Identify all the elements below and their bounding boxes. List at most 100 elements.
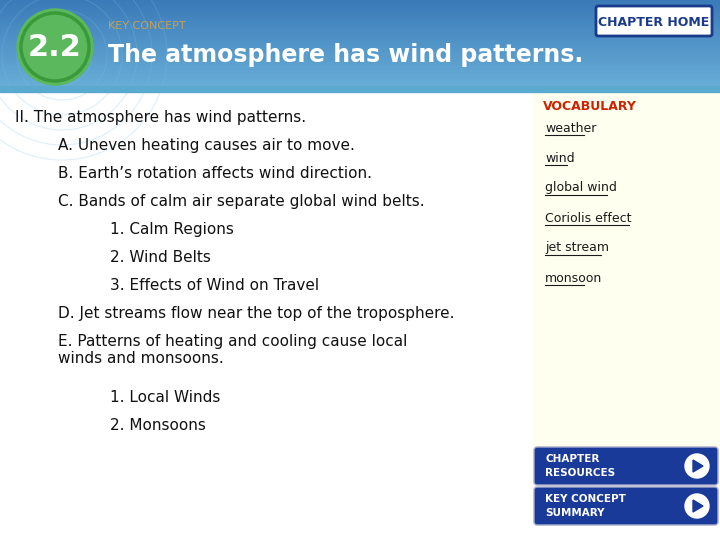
- Text: weather: weather: [545, 122, 596, 134]
- Bar: [0, 72, 720, 73]
- Text: monsoon: monsoon: [545, 272, 602, 285]
- Bar: [0, 53, 720, 55]
- Bar: [0, 57, 720, 59]
- Text: KEY CONCEPT
SUMMARY: KEY CONCEPT SUMMARY: [545, 495, 626, 518]
- Circle shape: [685, 454, 709, 478]
- Bar: [0, 86, 720, 88]
- Bar: [0, 82, 720, 84]
- Text: 2. Monsoons: 2. Monsoons: [110, 418, 206, 433]
- Bar: [0, 86, 720, 92]
- FancyBboxPatch shape: [534, 447, 718, 485]
- Bar: [0, 22, 720, 23]
- Bar: [0, 76, 720, 77]
- Bar: [533, 90, 720, 485]
- Bar: [0, 8, 720, 10]
- Bar: [0, 32, 720, 34]
- Bar: [0, 79, 720, 80]
- Bar: [0, 10, 720, 12]
- Bar: [0, 87, 720, 90]
- Bar: [0, 90, 720, 540]
- Bar: [0, 25, 720, 26]
- Bar: [0, 38, 720, 40]
- Text: 2. Wind Belts: 2. Wind Belts: [110, 250, 211, 265]
- Bar: [0, 44, 720, 45]
- Bar: [0, 77, 720, 78]
- Bar: [0, 39, 720, 41]
- Text: E. Patterns of heating and cooling cause local
winds and monsoons.: E. Patterns of heating and cooling cause…: [58, 334, 408, 367]
- Text: VOCABULARY: VOCABULARY: [543, 99, 637, 112]
- Text: CHAPTER
RESOURCES: CHAPTER RESOURCES: [545, 454, 615, 477]
- Text: Coriolis effect: Coriolis effect: [545, 212, 631, 225]
- Bar: [0, 54, 720, 56]
- Bar: [0, 55, 720, 57]
- Text: 1. Calm Regions: 1. Calm Regions: [110, 222, 234, 237]
- Bar: [0, 52, 720, 53]
- Bar: [0, 17, 720, 18]
- Bar: [0, 16, 720, 17]
- Bar: [0, 70, 720, 71]
- Bar: [0, 85, 720, 87]
- Bar: [0, 9, 720, 11]
- Text: C. Bands of calm air separate global wind belts.: C. Bands of calm air separate global win…: [58, 194, 425, 209]
- Circle shape: [685, 494, 709, 518]
- Bar: [0, 19, 720, 21]
- Bar: [0, 2, 720, 4]
- FancyBboxPatch shape: [534, 487, 718, 525]
- Bar: [0, 49, 720, 50]
- Bar: [0, 89, 720, 91]
- Bar: [0, 36, 720, 38]
- Bar: [0, 23, 720, 24]
- Bar: [0, 84, 720, 86]
- Bar: [0, 30, 720, 32]
- Bar: [0, 27, 720, 29]
- Text: D. Jet streams flow near the top of the troposphere.: D. Jet streams flow near the top of the …: [58, 306, 454, 321]
- Bar: [0, 1, 720, 3]
- Bar: [0, 68, 720, 69]
- Bar: [0, 65, 720, 67]
- Bar: [0, 33, 720, 36]
- Bar: [0, 42, 720, 43]
- Bar: [0, 69, 720, 70]
- Bar: [0, 71, 720, 72]
- Bar: [0, 73, 720, 75]
- Bar: [0, 14, 720, 15]
- Bar: [0, 37, 720, 39]
- Bar: [0, 45, 720, 46]
- FancyBboxPatch shape: [596, 6, 712, 36]
- Bar: [0, 40, 720, 42]
- Bar: [0, 47, 720, 49]
- Bar: [0, 83, 720, 85]
- Bar: [0, 28, 720, 30]
- Text: KEY CONCEPT: KEY CONCEPT: [108, 21, 186, 31]
- Bar: [0, 63, 720, 65]
- Bar: [0, 43, 720, 44]
- Bar: [0, 56, 720, 58]
- Text: 2.2: 2.2: [28, 32, 82, 62]
- Bar: [0, 12, 720, 14]
- Text: A. Uneven heating causes air to move.: A. Uneven heating causes air to move.: [58, 138, 355, 153]
- Bar: [0, 3, 720, 5]
- Bar: [0, 5, 720, 7]
- Text: CHAPTER HOME: CHAPTER HOME: [598, 16, 710, 29]
- Bar: [0, 35, 720, 37]
- Bar: [0, 4, 720, 6]
- Bar: [0, 46, 720, 48]
- Bar: [0, 24, 720, 25]
- Polygon shape: [693, 500, 703, 512]
- Bar: [0, 29, 720, 31]
- Text: 1. Local Winds: 1. Local Winds: [110, 390, 220, 405]
- Bar: [0, 26, 720, 28]
- Bar: [0, 74, 720, 76]
- Bar: [0, 11, 720, 13]
- Text: II. The atmosphere has wind patterns.: II. The atmosphere has wind patterns.: [15, 110, 306, 125]
- Bar: [0, 62, 720, 64]
- Bar: [0, 60, 720, 63]
- Bar: [0, 51, 720, 52]
- Bar: [0, 78, 720, 79]
- Bar: [0, 64, 720, 66]
- Bar: [0, 20, 720, 22]
- Bar: [0, 0, 720, 2]
- Bar: [0, 31, 720, 33]
- Text: jet stream: jet stream: [545, 241, 609, 254]
- Bar: [0, 80, 720, 82]
